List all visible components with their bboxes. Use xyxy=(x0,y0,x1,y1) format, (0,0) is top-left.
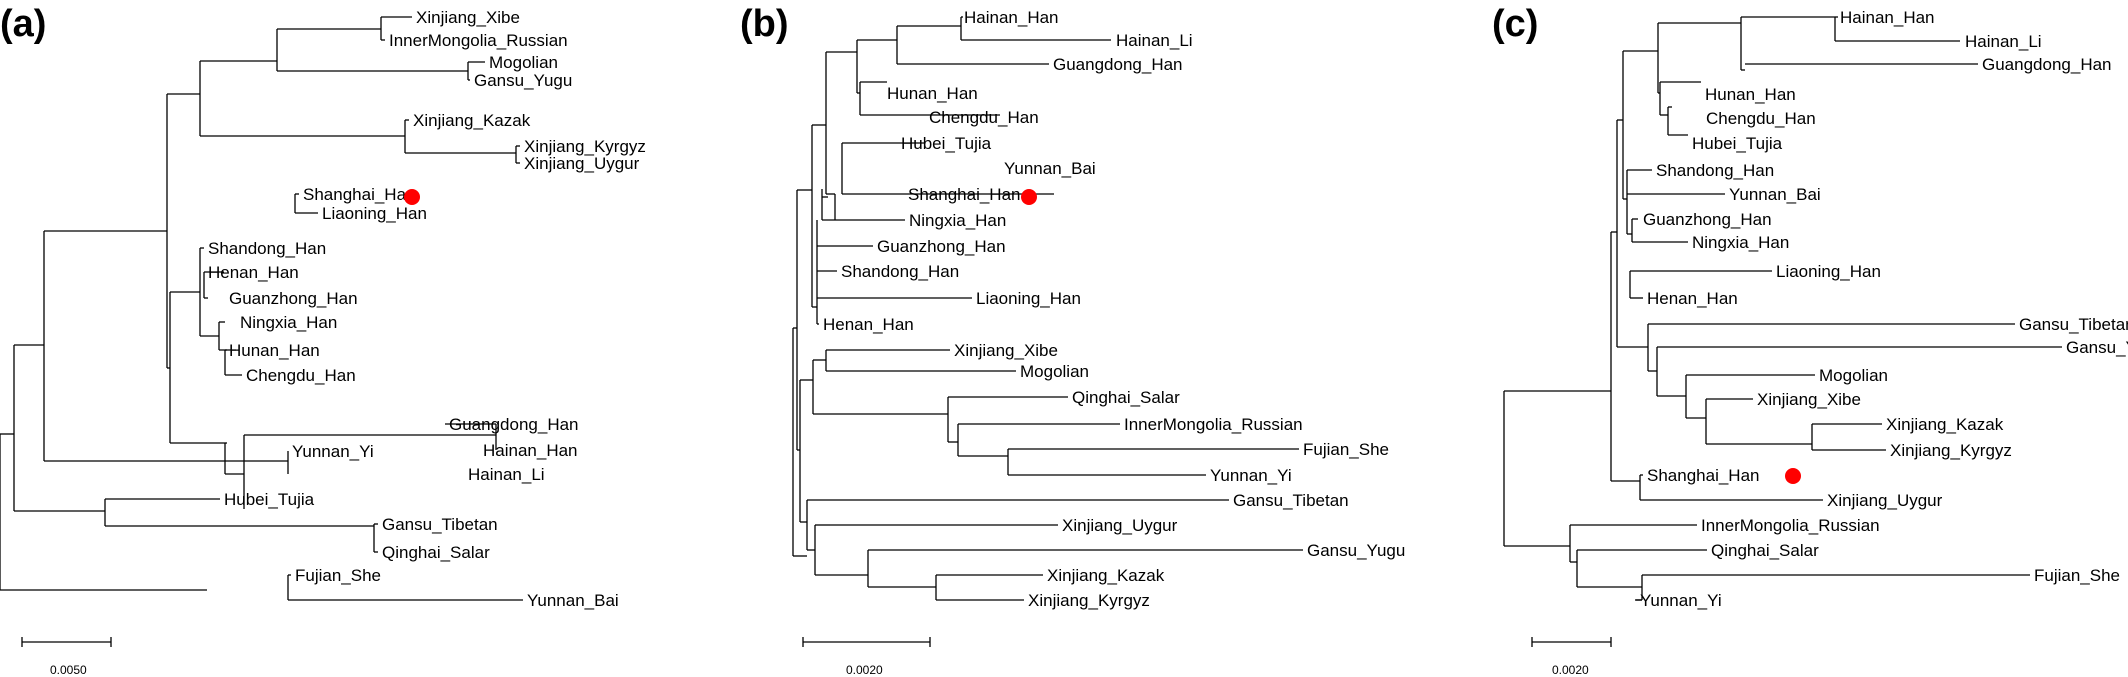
leaf-label: Shandong_Han xyxy=(1656,161,1774,180)
leaf-label: InnerMongolia_Russian xyxy=(1701,516,1880,535)
leaf-label: Yunnan_Yi xyxy=(1640,591,1722,610)
leaf-label: Xinjiang_Xibe xyxy=(1757,390,1861,409)
leaf-label: Hainan_Li xyxy=(1965,32,2042,51)
scale-label-b: 0.0020 xyxy=(846,663,883,677)
leaf-label: Xinjiang_Uygur xyxy=(1062,516,1178,535)
leaf-label: Liaoning_Han xyxy=(322,204,427,223)
leaf-label: Yunnan_Yi xyxy=(292,442,374,461)
panel-c: (c) xyxy=(1492,3,2128,677)
leaf-label: Guanzhong_Han xyxy=(229,289,358,308)
leaf-label: Hainan_Han xyxy=(1840,8,1935,27)
tree-edges-a xyxy=(0,16,523,601)
leaf-label: Xinjiang_Kazak xyxy=(1886,415,2004,434)
leaf-label: Yunnan_Bai xyxy=(1004,159,1096,178)
leaf-label: Xinjiang_Xibe xyxy=(954,341,1058,360)
leaf-label: Hubei_Tujia xyxy=(224,490,315,509)
leaf-label: Qinghai_Salar xyxy=(382,543,490,562)
leaf-label: Henan_Han xyxy=(1647,289,1738,308)
leaf-label: Fujian_She xyxy=(295,566,381,585)
highlight-marker-a xyxy=(404,189,420,205)
leaf-label: Xinjiang_Kazak xyxy=(413,111,531,130)
leaf-label: Liaoning_Han xyxy=(976,289,1081,308)
leaf-label: Ningxia_Han xyxy=(909,211,1006,230)
leaf-label: Xinjiang_Uygur xyxy=(524,154,640,173)
leaf-label: Fujian_She xyxy=(2034,566,2120,585)
leaf-label: Hainan_Li xyxy=(1116,31,1193,50)
leaf-label: Ningxia_Han xyxy=(240,313,337,332)
leaf-label: Xinjiang_Kyrgyz xyxy=(1890,441,2012,460)
leaf-label: Xinjiang_Uygur xyxy=(1827,491,1943,510)
scale-bar-a: 0.0050 xyxy=(21,637,112,677)
leaf-label: Hunan_Han xyxy=(229,341,320,360)
scale-bar-b: 0.0020 xyxy=(802,637,931,677)
leaf-label: InnerMongolia_Russian xyxy=(1124,415,1303,434)
leaf-label: Yunnan_Bai xyxy=(527,591,619,610)
leaf-label: Hubei_Tujia xyxy=(901,134,992,153)
leaf-labels-c: Hainan_Han Hainan_Li Guangdong_Han Hunan… xyxy=(1640,8,2128,610)
panel-label-b: (b) xyxy=(740,3,789,45)
leaf-label: Hainan_Han xyxy=(964,8,1059,27)
leaf-label: Gansu_Yugu xyxy=(474,71,572,90)
leaf-label: Shanghai_Han xyxy=(908,185,1020,204)
leaf-labels-b: Hainan_Han Hainan_Li Guangdong_Han Hunan… xyxy=(823,8,1405,610)
leaf-label: Henan_Han xyxy=(823,315,914,334)
leaf-label: Qinghai_Salar xyxy=(1072,388,1180,407)
leaf-label: Fujian_She xyxy=(1303,440,1389,459)
leaf-label: Hainan_Han xyxy=(483,441,578,460)
leaf-label: Guangdong_Han xyxy=(449,415,579,434)
leaf-label: Mogolian xyxy=(1020,362,1089,381)
leaf-label: Gansu_Yugu xyxy=(2066,338,2128,357)
leaf-label: Hainan_Li xyxy=(468,465,545,484)
leaf-label: Yunnan_Yi xyxy=(1210,466,1292,485)
leaf-label: Mogolian xyxy=(489,53,558,72)
tree-edges-c xyxy=(1503,16,2062,601)
leaf-label: Guanzhong_Han xyxy=(877,237,1006,256)
scale-label-c: 0.0020 xyxy=(1552,663,1589,677)
leaf-label: Gansu_Tibetan xyxy=(382,515,498,534)
leaf-label: Xinjiang_Kazak xyxy=(1047,566,1165,585)
leaf-label: Xinjiang_Kyrgyz xyxy=(524,137,646,156)
leaf-label: Guanzhong_Han xyxy=(1643,210,1772,229)
panel-a: (a) xyxy=(0,3,646,677)
leaf-label: Hunan_Han xyxy=(887,84,978,103)
leaf-label: Yunnan_Bai xyxy=(1729,185,1821,204)
panel-label-c: (c) xyxy=(1492,3,1538,45)
leaf-label: Guangdong_Han xyxy=(1053,55,1183,74)
leaf-label: Shanghai_Han xyxy=(303,185,415,204)
leaf-label: Xinjiang_Kyrgyz xyxy=(1028,591,1150,610)
leaf-label: Liaoning_Han xyxy=(1776,262,1881,281)
highlight-marker-c xyxy=(1785,468,1801,484)
leaf-label: Henan_Han xyxy=(208,263,299,282)
leaf-label: Shandong_Han xyxy=(841,262,959,281)
leaf-label: Hubei_Tujia xyxy=(1692,134,1783,153)
leaf-label: Xinjiang_Xibe xyxy=(416,8,520,27)
scale-bar-c: 0.0020 xyxy=(1531,637,1612,677)
leaf-label: InnerMongolia_Russian xyxy=(389,31,568,50)
leaf-label: Shanghai_Han xyxy=(1647,466,1759,485)
leaf-label: Hunan_Han xyxy=(1705,85,1796,104)
leaf-label: Ningxia_Han xyxy=(1692,233,1789,252)
leaf-label: Gansu_Tibetan xyxy=(2019,315,2128,334)
leaf-label: Shandong_Han xyxy=(208,239,326,258)
scale-label-a: 0.0050 xyxy=(50,663,87,677)
panel-b: (b) xyxy=(740,3,1405,677)
highlight-marker-b xyxy=(1021,189,1037,205)
leaf-label: Gansu_Tibetan xyxy=(1233,491,1349,510)
leaf-label: Chengdu_Han xyxy=(929,108,1039,127)
leaf-label: Chengdu_Han xyxy=(1706,109,1816,128)
leaf-label: Gansu_Yugu xyxy=(1307,541,1405,560)
leaf-labels-a: Xinjiang_Xibe InnerMongolia_Russian Mogo… xyxy=(208,8,646,610)
panel-label-a: (a) xyxy=(0,3,46,45)
leaf-label: Qinghai_Salar xyxy=(1711,541,1819,560)
leaf-label: Guangdong_Han xyxy=(1982,55,2112,74)
tree-edges-b xyxy=(792,16,1303,601)
leaf-label: Chengdu_Han xyxy=(246,366,356,385)
leaf-label: Mogolian xyxy=(1819,366,1888,385)
